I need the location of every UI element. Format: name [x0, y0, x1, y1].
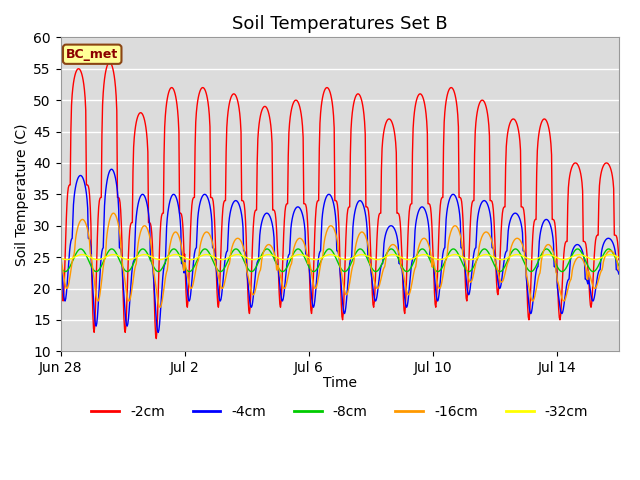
-8cm	[509, 248, 516, 253]
-32cm	[261, 252, 269, 258]
-16cm	[291, 242, 298, 248]
-4cm	[615, 271, 623, 277]
-32cm	[63, 257, 71, 263]
-16cm	[509, 240, 516, 246]
-8cm	[615, 263, 623, 268]
-2cm	[152, 336, 160, 341]
Line: -16cm: -16cm	[61, 213, 619, 307]
Line: -4cm: -4cm	[61, 169, 619, 333]
-16cm	[77, 218, 84, 224]
-2cm	[615, 257, 623, 263]
-4cm	[509, 212, 516, 217]
-8cm	[374, 267, 382, 273]
-2cm	[57, 242, 65, 248]
-4cm	[291, 207, 298, 213]
-32cm	[79, 252, 86, 257]
-8cm	[61, 269, 69, 275]
Text: BC_met: BC_met	[66, 48, 118, 61]
-4cm	[108, 167, 115, 172]
-32cm	[374, 257, 382, 263]
-4cm	[261, 211, 269, 217]
-2cm	[106, 60, 113, 65]
-2cm	[189, 195, 197, 201]
Line: -2cm: -2cm	[61, 62, 619, 338]
-32cm	[189, 256, 197, 262]
-16cm	[109, 210, 117, 216]
-8cm	[189, 265, 197, 271]
-2cm	[374, 217, 382, 223]
-4cm	[77, 173, 84, 179]
-8cm	[78, 246, 86, 252]
-8cm	[261, 247, 269, 253]
-4cm	[374, 284, 382, 290]
-2cm	[291, 98, 298, 104]
-32cm	[291, 253, 298, 259]
-32cm	[77, 252, 85, 258]
-32cm	[57, 255, 65, 261]
Y-axis label: Soil Temperature (C): Soil Temperature (C)	[15, 123, 29, 265]
-4cm	[154, 330, 162, 336]
-16cm	[57, 254, 65, 260]
-16cm	[374, 285, 382, 291]
Legend: -2cm, -4cm, -8cm, -16cm, -32cm: -2cm, -4cm, -8cm, -16cm, -32cm	[86, 399, 594, 424]
-2cm	[261, 104, 269, 109]
-8cm	[77, 246, 84, 252]
-16cm	[615, 267, 623, 273]
-2cm	[77, 68, 84, 73]
-8cm	[291, 249, 298, 254]
-32cm	[615, 255, 623, 261]
-4cm	[57, 251, 65, 256]
-4cm	[189, 263, 197, 268]
-16cm	[189, 281, 197, 287]
Line: -8cm: -8cm	[61, 249, 619, 272]
-16cm	[156, 304, 164, 310]
-2cm	[509, 116, 516, 122]
-16cm	[261, 245, 269, 251]
Title: Soil Temperatures Set B: Soil Temperatures Set B	[232, 15, 447, 33]
-8cm	[57, 264, 65, 270]
-32cm	[509, 252, 516, 258]
Line: -32cm: -32cm	[61, 254, 619, 260]
X-axis label: Time: Time	[323, 376, 356, 390]
